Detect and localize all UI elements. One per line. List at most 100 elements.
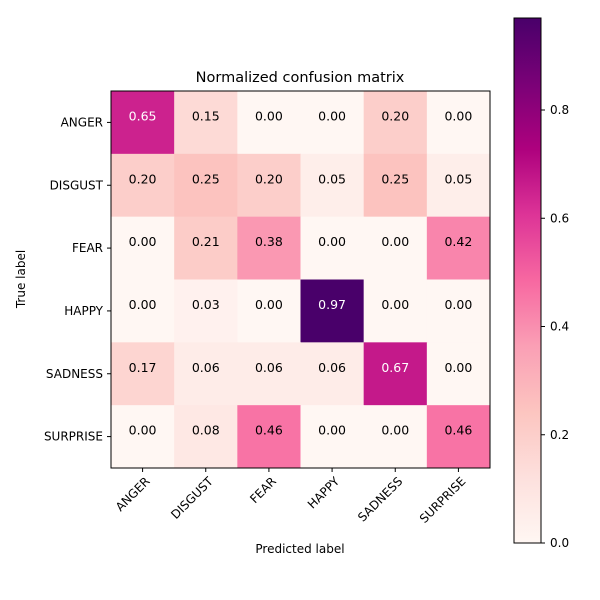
cell-value-label: 0.00 <box>444 360 472 375</box>
heatmap-cell <box>426 279 491 343</box>
colorbar-tick-label: 0.4 <box>550 320 569 334</box>
heatmap-cell <box>174 216 238 280</box>
plot-frame <box>110 90 491 469</box>
cell-value-label: 0.06 <box>192 360 220 375</box>
cell-value-label: 0.00 <box>129 423 157 438</box>
heatmap-cell <box>426 342 491 406</box>
heatmap-cell <box>363 153 428 218</box>
heatmap-cell <box>426 216 491 280</box>
heatmap-cell <box>426 91 491 155</box>
heatmap-cell <box>300 279 365 343</box>
heatmap-cell <box>300 342 365 406</box>
heatmap-cell <box>363 91 428 155</box>
cell-value-label: 0.20 <box>129 171 157 186</box>
cell-value-label: 0.08 <box>192 423 220 438</box>
heatmap-cell <box>237 279 301 343</box>
y-tick-label: HAPPY <box>64 304 103 318</box>
colorbar-tick-label: 0.6 <box>550 211 569 225</box>
cell-value-label: 0.21 <box>192 234 220 249</box>
cell-value-label: 0.15 <box>192 108 220 123</box>
cell-value-label: 0.05 <box>318 171 346 186</box>
x-tick-label: SADNESS <box>355 474 405 524</box>
cell-value-label: 0.00 <box>381 297 409 312</box>
chart-title: Normalized confusion matrix <box>196 70 405 86</box>
cell-value-label: 0.00 <box>444 108 472 123</box>
cell-value-label: 0.00 <box>255 297 283 312</box>
heatmap-cell <box>174 342 238 406</box>
heatmap-cells <box>111 91 491 469</box>
heatmap-cell <box>363 279 428 343</box>
y-axis-label: True label <box>14 250 28 309</box>
x-tick-label: ANGER <box>113 474 153 514</box>
heatmap-cell <box>426 405 491 469</box>
cell-value-label: 0.46 <box>255 423 283 438</box>
cell-value-label: 0.00 <box>444 297 472 312</box>
heatmap-cell <box>237 91 301 155</box>
y-tick-label: ANGER <box>61 115 103 129</box>
colorbar-tick-label: 0.8 <box>550 103 569 117</box>
cell-value-label: 0.67 <box>381 360 409 375</box>
cell-value-label: 0.25 <box>192 171 220 186</box>
x-tick-label: HAPPY <box>305 474 343 512</box>
y-tick-label: SADNESS <box>46 367 103 381</box>
heatmap-cell <box>174 405 238 469</box>
cell-value-label: 0.06 <box>255 360 283 375</box>
x-tick-label: DISGUST <box>168 474 216 522</box>
colorbar-ticks: 0.0 0.2 0.4 0.6 0.8 <box>541 103 569 550</box>
cell-value-label: 0.06 <box>318 360 346 375</box>
heatmap-cell <box>363 216 428 280</box>
cell-value-label: 0.20 <box>255 171 283 186</box>
cell-value-label: 0.42 <box>444 234 472 249</box>
heatmap-cell <box>111 405 175 469</box>
heatmap-cell <box>363 405 428 469</box>
heatmap-cell <box>237 153 301 218</box>
cell-value-label: 0.00 <box>318 234 346 249</box>
heatmap-cell <box>111 342 175 406</box>
heatmap-cell <box>300 405 365 469</box>
heatmap-cell <box>300 153 365 218</box>
cell-value-label: 0.65 <box>129 108 157 123</box>
cell-value-label: 0.97 <box>318 297 346 312</box>
heatmap-cell-labels: 0.65 0.15 0.00 0.00 0.20 0.00 0.20 0.25 0.20 0.05… <box>129 108 473 437</box>
cell-value-label: 0.00 <box>318 108 346 123</box>
x-axis-ticks: ANGER DISGUST FEAR HAPPY SADNESS SURPRISE <box>113 468 469 526</box>
cell-value-label: 0.20 <box>381 108 409 123</box>
heatmap-cell <box>174 153 238 218</box>
colorbar <box>513 17 542 544</box>
cell-value-label: 0.17 <box>129 360 157 375</box>
cell-value-label: 0.46 <box>444 423 472 438</box>
heatmap-cell <box>111 91 175 155</box>
heatmap-cell <box>300 216 365 280</box>
cell-value-label: 0.38 <box>255 234 283 249</box>
cell-value-label: 0.00 <box>255 108 283 123</box>
cell-value-label: 0.25 <box>381 171 409 186</box>
heatmap-cell <box>237 405 301 469</box>
cell-value-label: 0.00 <box>381 234 409 249</box>
heatmap-cell <box>300 91 365 155</box>
heatmap-cell <box>111 279 175 343</box>
cell-value-label: 0.03 <box>192 297 220 312</box>
heatmap-cell <box>237 342 301 406</box>
y-tick-label: DISGUST <box>50 178 104 192</box>
cell-value-label: 0.00 <box>129 234 157 249</box>
heatmap-cell <box>237 216 301 280</box>
colorbar-tick-label: 0.0 <box>550 536 569 550</box>
heatmap-cell <box>111 153 175 218</box>
y-tick-label: SURPRISE <box>44 430 103 444</box>
cell-value-label: 0.00 <box>381 423 409 438</box>
cell-value-label: 0.00 <box>318 423 346 438</box>
x-axis-label: Predicted label <box>255 542 344 556</box>
heatmap-cell <box>111 216 175 280</box>
y-tick-label: FEAR <box>72 241 103 255</box>
colorbar-tick-label: 0.2 <box>550 428 569 442</box>
y-axis-ticks: ANGER DISGUST FEAR HAPPY SADNESS SURPRISE <box>44 115 111 444</box>
x-tick-label: SURPRISE <box>417 474 469 526</box>
heatmap-cell <box>174 91 238 155</box>
cell-value-label: 0.05 <box>444 171 472 186</box>
x-tick-label: FEAR <box>247 474 279 506</box>
heatmap-cell <box>363 342 428 406</box>
cell-value-label: 0.00 <box>129 297 157 312</box>
heatmap-cell <box>174 279 238 343</box>
heatmap-cell <box>426 153 491 218</box>
